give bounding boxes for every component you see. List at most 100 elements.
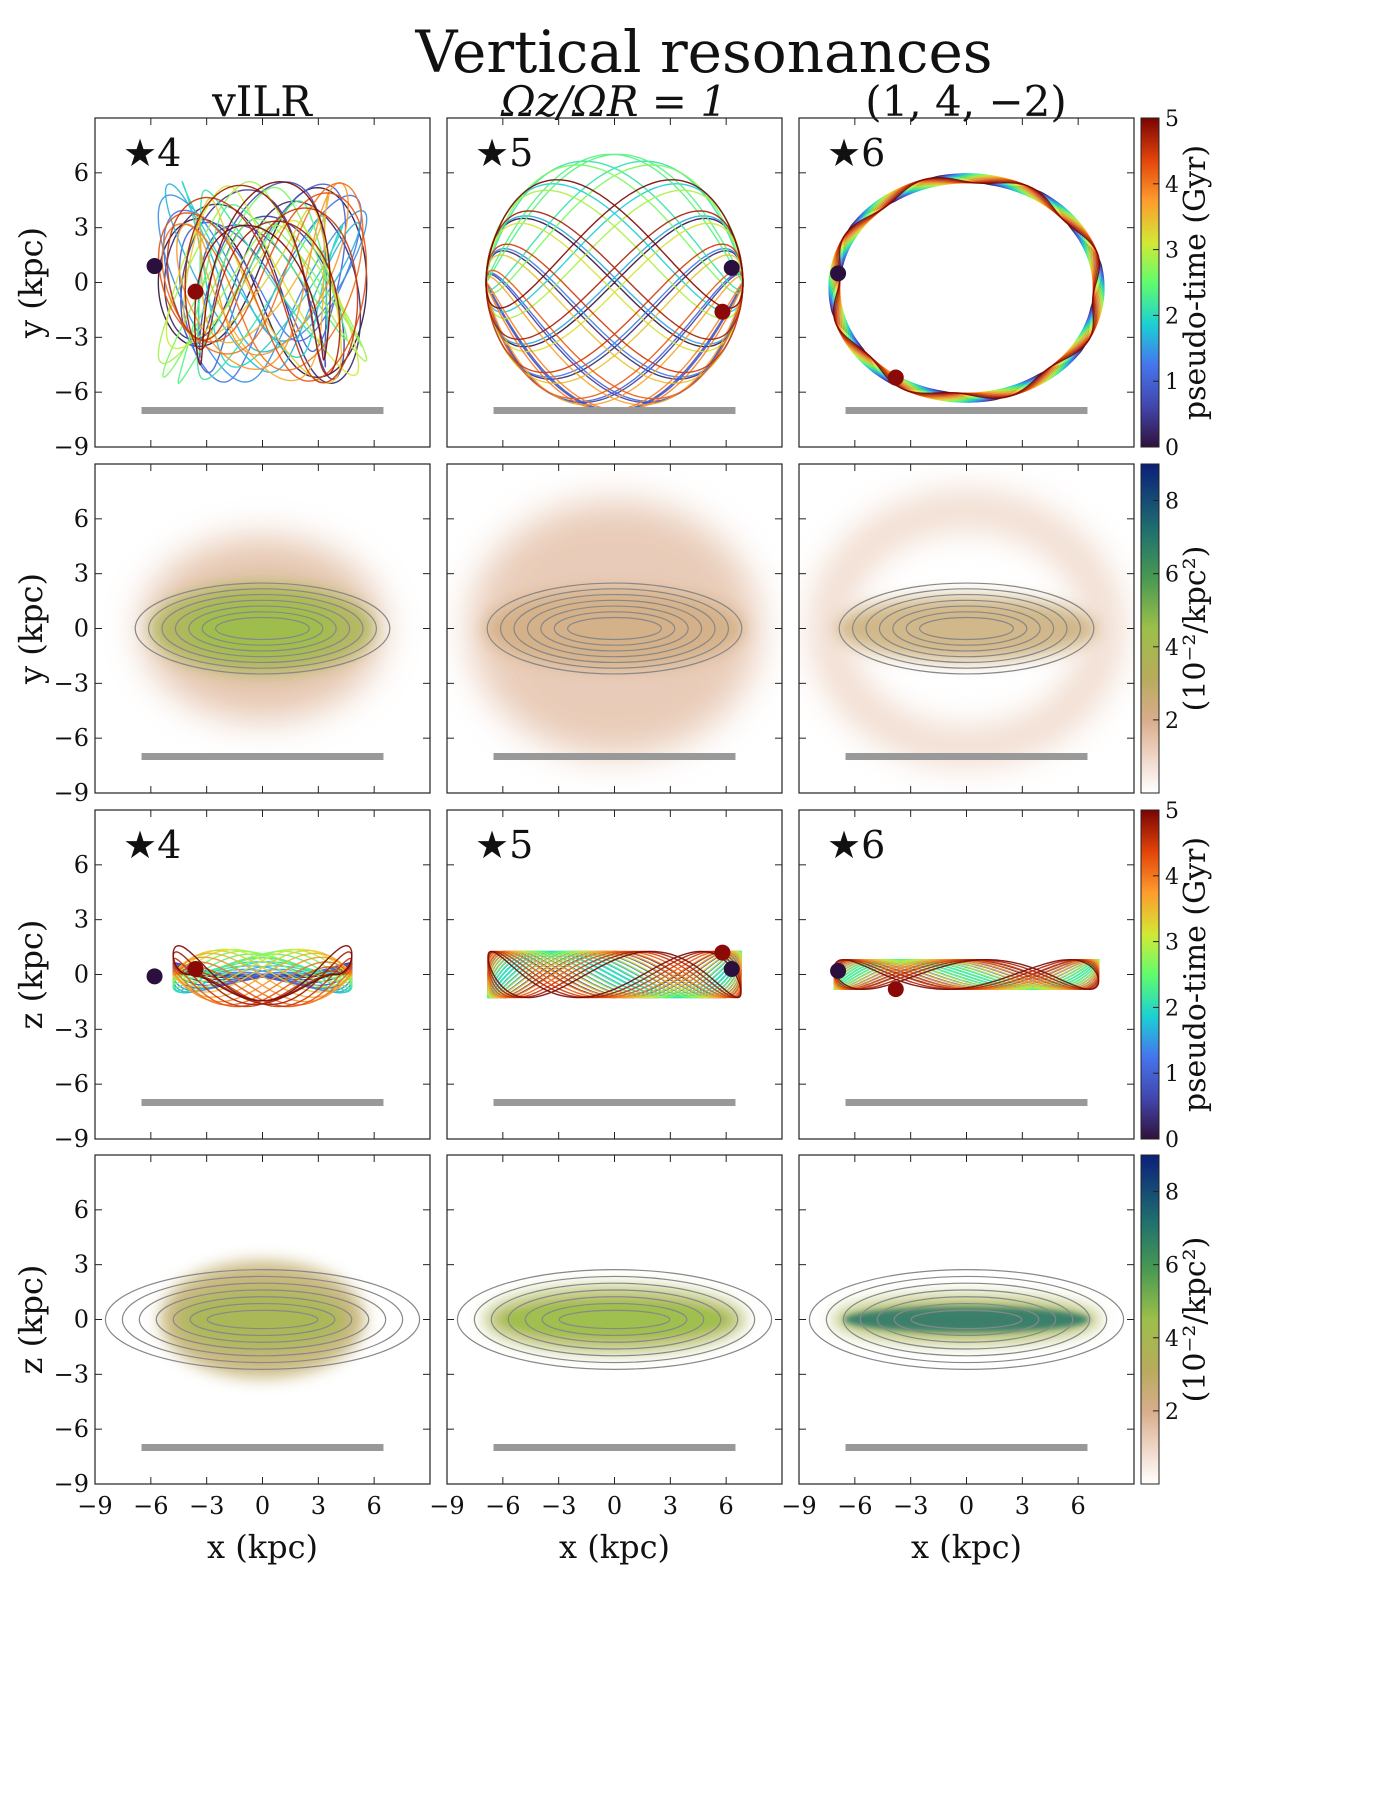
orbit-loop xyxy=(485,179,744,309)
colorbar-label: pseudo-time (Gyr) xyxy=(1178,145,1213,420)
star-label: ★6 xyxy=(827,131,885,175)
contour-line xyxy=(215,616,311,641)
y-axis-label: z (kpc) xyxy=(12,920,50,1030)
orbit-loop xyxy=(172,952,353,998)
panel-r2-c1: −9 −6 −3 0 3 6 y (kpc) xyxy=(12,463,431,807)
colorbar-r2: 2 4 6 8 (10⁻²/kpc²) xyxy=(1140,463,1213,794)
panel-content xyxy=(487,944,742,1106)
colorbar-tick-label: 1 xyxy=(1165,370,1179,395)
contour-line xyxy=(851,588,1081,669)
orbit-loop xyxy=(485,215,744,345)
density-blob xyxy=(188,599,337,658)
colorbar-tick-label: 4 xyxy=(1165,636,1179,661)
y-tick-label: −6 xyxy=(54,378,89,406)
orbit-loop xyxy=(172,944,353,1002)
contour-line xyxy=(859,1289,1074,1350)
colorbar-r1: 0 1 2 3 4 5 pseudo-time (Gyr) xyxy=(1140,107,1213,461)
colorbar-gradient xyxy=(1140,463,1160,794)
density-blob xyxy=(484,588,745,669)
x-tick-label: 3 xyxy=(1015,1492,1030,1520)
colorbar-tick-label: 5 xyxy=(1165,799,1179,824)
orbit-loop xyxy=(487,950,742,999)
y-tick-label: −6 xyxy=(54,1070,89,1098)
orbit-loop xyxy=(161,182,364,372)
star-label: ★4 xyxy=(123,823,181,867)
x-tick-label: 3 xyxy=(311,1492,326,1520)
contour-line xyxy=(558,1309,671,1330)
contour-line xyxy=(566,616,662,641)
x-axis-label: x (kpc) xyxy=(559,1528,670,1566)
panel-r4-c1: −9 −6 −3 0 3 6 −9 −6 −3 0 3 6 x (kpc) z (kpc) xyxy=(12,1154,431,1566)
y-tick-label: −9 xyxy=(54,779,89,807)
panel-content xyxy=(104,1261,421,1451)
panel-r2-c2 xyxy=(446,463,783,794)
panel-r1-c1: ★4 −9 −6 −3 0 3 6 y (kpc) xyxy=(12,117,431,461)
orbit-loop xyxy=(487,950,742,999)
y-tick-label: 0 xyxy=(74,615,89,643)
contour-line xyxy=(148,588,378,669)
contour-line xyxy=(842,1282,1091,1357)
colorbar-label: pseudo-time (Gyr) xyxy=(1178,837,1213,1112)
colorbar-tick-label: 8 xyxy=(1165,1181,1179,1206)
figure-title: Vertical resonances xyxy=(414,18,992,86)
y-tick-label: −9 xyxy=(54,433,89,461)
y-tick-label: −9 xyxy=(54,1470,89,1498)
contour-line xyxy=(172,1296,353,1343)
star-label: ★5 xyxy=(475,823,533,867)
y-tick-label: −3 xyxy=(54,323,89,351)
contour-line xyxy=(825,1275,1108,1364)
orbit-loop xyxy=(172,948,353,983)
y-tick-label: −6 xyxy=(54,724,89,752)
colorbar-r3: 0 1 2 3 4 5 pseudo-time (Gyr) xyxy=(1140,799,1213,1153)
contour-line xyxy=(905,611,1028,646)
contour-line xyxy=(838,582,1095,675)
colorbar-tick-label: 6 xyxy=(1165,1254,1179,1279)
x-axis-label: x (kpc) xyxy=(207,1528,318,1566)
panel-content xyxy=(456,1269,773,1451)
orbit-loop xyxy=(833,959,1100,990)
contour-line xyxy=(486,582,743,675)
orbit-loop xyxy=(485,160,744,291)
y-tick-label: 0 xyxy=(74,269,89,297)
contour-line xyxy=(206,1309,319,1330)
star-label: ★5 xyxy=(475,131,533,175)
contour-line xyxy=(513,593,716,664)
x-tick-label: 0 xyxy=(607,1492,622,1520)
contour-line xyxy=(174,599,351,658)
orbit-loop xyxy=(829,173,1104,403)
orbit-start-marker xyxy=(830,265,847,282)
colorbar-tick-label: 5 xyxy=(1165,107,1179,132)
x-tick-label: 6 xyxy=(1071,1492,1086,1520)
density-blob xyxy=(836,595,1097,662)
y-tick-label: 6 xyxy=(74,159,89,187)
contour-line xyxy=(189,1302,336,1337)
orbit-loop xyxy=(485,210,744,340)
colorbar-tick-label: 0 xyxy=(1165,1128,1179,1153)
colorbar-tick-label: 8 xyxy=(1165,490,1179,515)
colorbar-tick-label: 1 xyxy=(1165,1062,1179,1087)
density-blob xyxy=(178,1288,347,1351)
orbit-end-marker xyxy=(187,961,204,978)
orbit-start-marker xyxy=(830,962,847,979)
x-tick-label: −6 xyxy=(837,1492,872,1520)
orbit-loop xyxy=(184,184,341,376)
y-tick-label: 6 xyxy=(74,851,89,879)
x-tick-label: −9 xyxy=(77,1492,112,1520)
y-tick-label: −9 xyxy=(54,1125,89,1153)
contour-line xyxy=(507,1289,722,1350)
contour-line xyxy=(524,1296,705,1343)
orbit-loop xyxy=(487,950,742,999)
y-tick-label: 0 xyxy=(74,1306,89,1334)
orbit-start-marker xyxy=(723,961,740,978)
x-tick-label: −9 xyxy=(781,1492,816,1520)
orbit-end-marker xyxy=(714,303,731,320)
orbit-loop xyxy=(833,959,1100,990)
panel-r3-c3: ★6 xyxy=(798,809,1135,1140)
panel-content xyxy=(813,494,1120,763)
orbit-start-marker xyxy=(146,258,163,275)
y-tick-label: 3 xyxy=(74,560,89,588)
x-tick-label: −6 xyxy=(133,1492,168,1520)
orbit-loop xyxy=(833,959,1100,990)
orbit-loop xyxy=(182,197,343,384)
